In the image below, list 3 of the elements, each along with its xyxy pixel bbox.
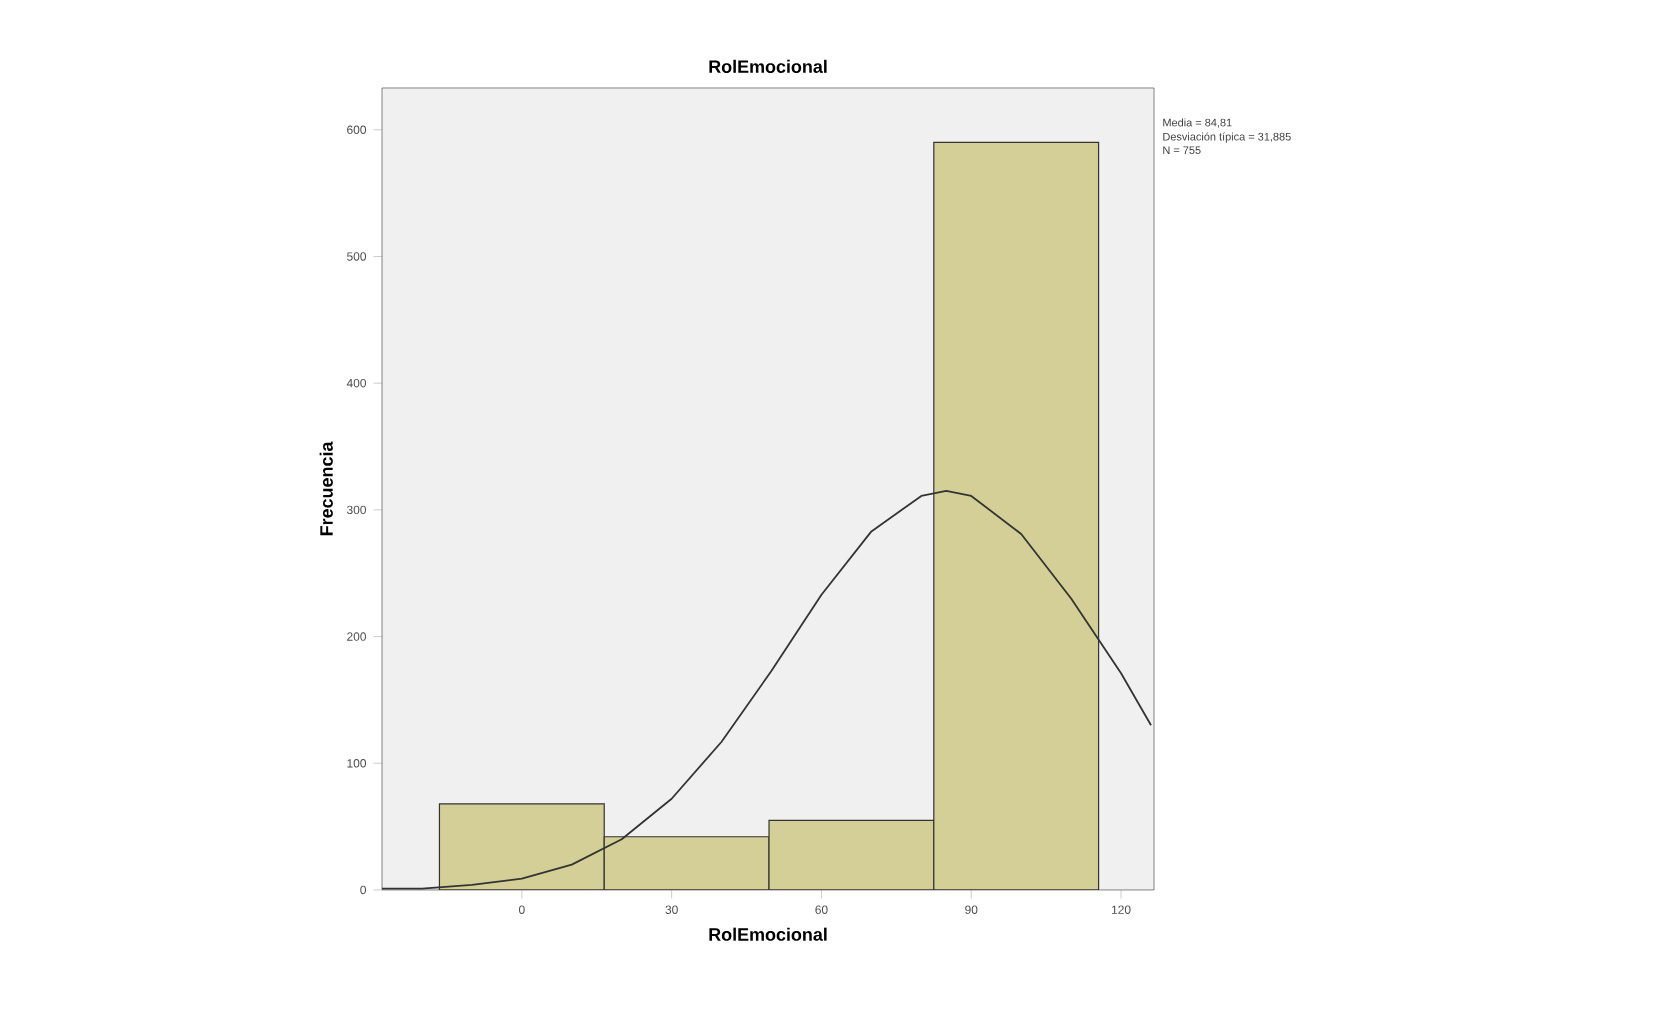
- chart-title: RolEmocional: [709, 59, 827, 73]
- y-axis-title: Frecuencia: [319, 441, 333, 536]
- x-axis-title: RolEmocional: [709, 927, 827, 941]
